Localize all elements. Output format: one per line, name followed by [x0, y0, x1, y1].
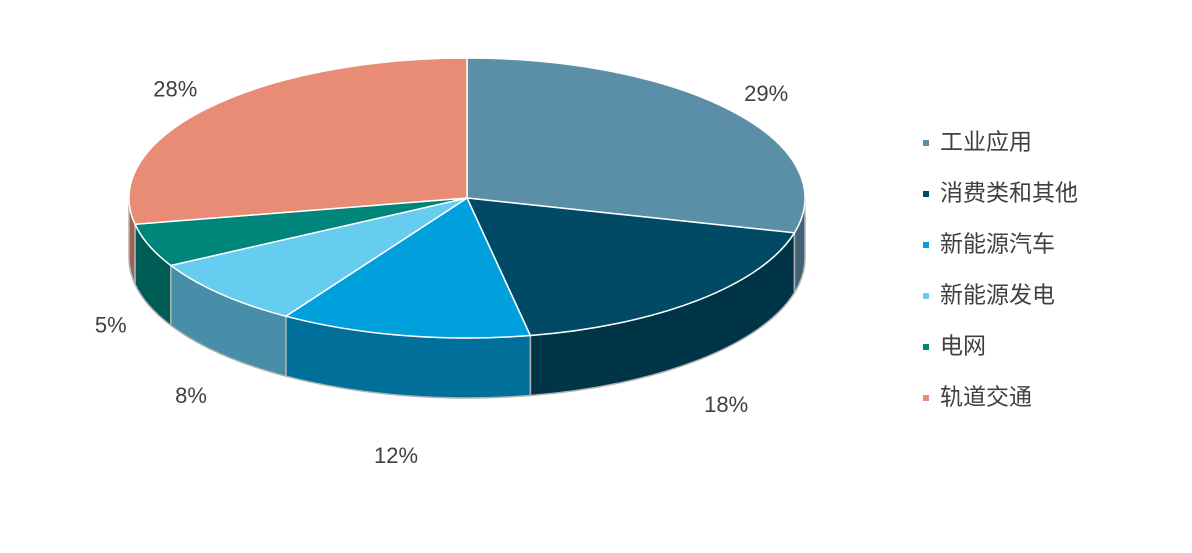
- legend-marker: [923, 140, 929, 146]
- slice: [466, 57, 806, 234]
- data-label: 5%: [95, 313, 127, 338]
- slice: [169, 197, 468, 318]
- legend-text: 消费类和其他: [940, 181, 1078, 207]
- legend-marker: [923, 191, 929, 197]
- data-label: 29%: [744, 81, 788, 106]
- slice: [128, 57, 468, 226]
- data-label: 28%: [153, 77, 197, 102]
- slice: [284, 196, 532, 339]
- legend-text: 新能源发电: [940, 283, 1055, 309]
- legend-marker: [923, 293, 929, 299]
- legend-marker: [923, 344, 929, 350]
- legend-text: 工业应用: [940, 130, 1032, 156]
- legend-marker: [923, 395, 929, 401]
- data-label: 8%: [175, 383, 207, 408]
- legend-text: 新能源汽车: [940, 232, 1055, 258]
- legend-text: 轨道交通: [940, 385, 1032, 411]
- slice: [465, 197, 796, 337]
- legend-text: 电网: [940, 334, 986, 360]
- legend-marker: [923, 242, 929, 248]
- data-label: 12%: [374, 443, 418, 468]
- data-label: 18%: [704, 392, 748, 417]
